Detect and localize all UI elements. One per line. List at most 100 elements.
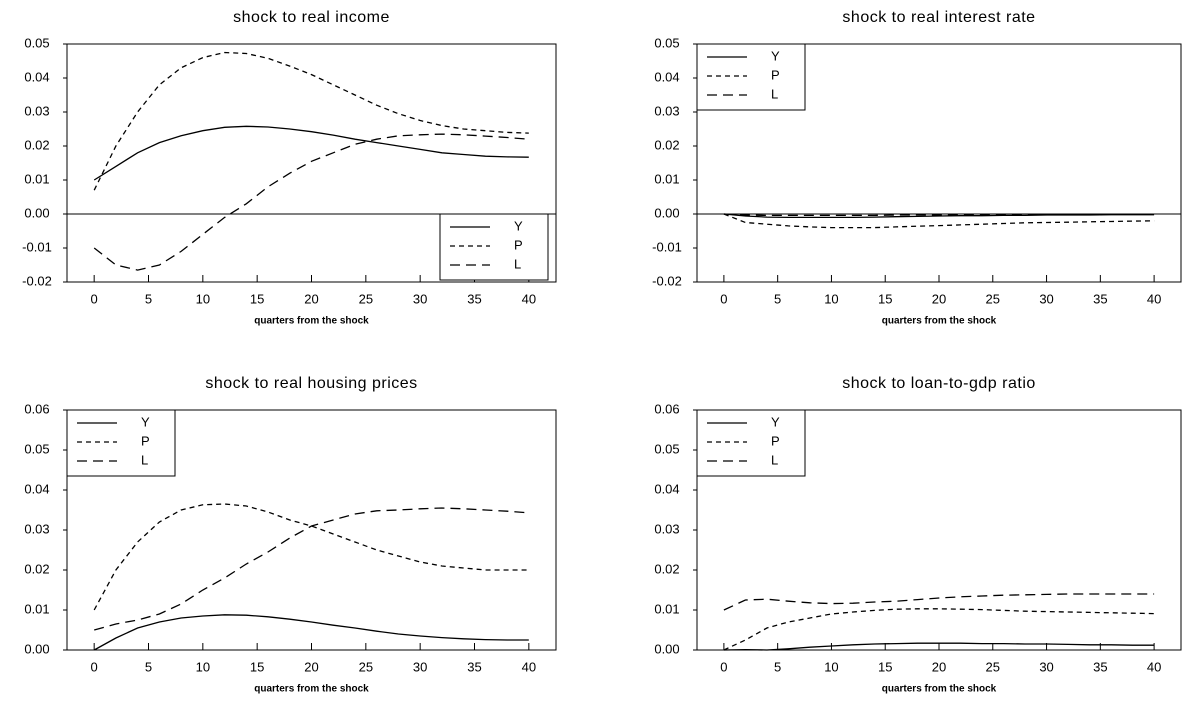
y-tick-label: 0.05 — [24, 441, 49, 456]
panel-title: shock to real interest rate — [842, 9, 1035, 26]
y-tick-label: 0.00 — [654, 205, 679, 220]
x-tick-label: 35 — [467, 291, 481, 306]
legend-box — [696, 409, 806, 477]
panel-title: shock to loan-to-gdp ratio — [842, 375, 1036, 392]
x-tick-label: 15 — [878, 291, 892, 306]
legend-label: L — [141, 452, 148, 467]
panel: shock to loan-to-gdp ratio 0.00 0.01 0.02 0.… — [654, 375, 1182, 695]
x-tick-label: 30 — [1039, 291, 1053, 306]
x-axis-label: quarters from the shock — [254, 316, 369, 327]
x-tick-label: 10 — [196, 291, 210, 306]
y-tick-label: 0.05 — [654, 35, 679, 50]
legend-box — [439, 213, 549, 281]
series-line — [93, 614, 529, 651]
x-tick-label: 40 — [1147, 291, 1161, 306]
x-tick-label: 30 — [413, 291, 427, 306]
x-tick-label: 20 — [932, 659, 946, 674]
panel: shock to real income -0.02 -0.01 0.00 0.01 0.… — [22, 9, 557, 327]
y-tick-label: 0.03 — [24, 521, 49, 536]
y-tick-label: 0.04 — [654, 69, 679, 84]
series-line — [93, 125, 529, 181]
legend-label: P — [141, 433, 150, 448]
x-tick-label: 20 — [932, 291, 946, 306]
y-tick-label: 0.01 — [24, 601, 49, 616]
x-tick-label: 5 — [145, 659, 152, 674]
x-tick-label: 5 — [145, 291, 152, 306]
y-tick-label: -0.01 — [652, 239, 682, 254]
x-tick-label: 40 — [522, 659, 536, 674]
legend-label: Y — [141, 414, 150, 429]
legend-label: Y — [771, 414, 780, 429]
x-tick-label: 10 — [824, 291, 838, 306]
y-tick-label: 0.05 — [654, 441, 679, 456]
x-tick-label: 35 — [1093, 291, 1107, 306]
y-tick-label: 0.01 — [654, 601, 679, 616]
panel-title: shock to real housing prices — [205, 375, 417, 392]
y-tick-label: 0.03 — [654, 521, 679, 536]
legend-box — [66, 409, 176, 477]
y-tick-label: 0.06 — [654, 401, 679, 416]
panel: shock to real housing prices 0.00 0.01 0.02… — [24, 375, 557, 695]
y-tick-label: 0.00 — [24, 205, 49, 220]
x-tick-label: 20 — [304, 291, 318, 306]
x-tick-label: 15 — [878, 659, 892, 674]
x-tick-label: 25 — [359, 291, 373, 306]
y-tick-label: 0.00 — [654, 641, 679, 656]
y-tick-label: 0.05 — [24, 35, 49, 50]
series-line — [93, 51, 529, 191]
series-line — [723, 213, 1155, 229]
x-tick-label: 5 — [774, 659, 781, 674]
series-line — [94, 507, 529, 631]
series-line — [723, 213, 1155, 217]
x-tick-label: 5 — [774, 291, 781, 306]
legend-label: Y — [514, 218, 523, 233]
x-tick-label: 25 — [986, 659, 1000, 674]
series-line — [723, 642, 1155, 651]
legend-label: P — [514, 237, 523, 252]
x-tick-label: 0 — [91, 659, 98, 674]
y-tick-label: 0.04 — [24, 69, 49, 84]
x-tick-label: 0 — [720, 291, 727, 306]
x-tick-label: 35 — [467, 659, 481, 674]
legend-label: L — [771, 452, 778, 467]
y-tick-label: 0.02 — [24, 561, 49, 576]
x-tick-label: 20 — [304, 659, 318, 674]
x-tick-label: 15 — [250, 659, 264, 674]
series-line — [93, 503, 529, 611]
x-tick-label: 0 — [91, 291, 98, 306]
x-tick-label: 30 — [1039, 659, 1053, 674]
y-tick-label: 0.02 — [24, 137, 49, 152]
x-tick-label: 25 — [359, 659, 373, 674]
y-tick-label: 0.04 — [654, 481, 679, 496]
legend-label: L — [514, 256, 521, 271]
x-tick-label: 30 — [413, 659, 427, 674]
y-tick-label: 0.03 — [654, 103, 679, 118]
y-tick-label: 0.06 — [24, 401, 49, 416]
x-tick-label: 35 — [1093, 659, 1107, 674]
y-tick-label: 0.01 — [24, 171, 49, 186]
y-tick-label: 0.03 — [24, 103, 49, 118]
y-tick-label: 0.02 — [654, 561, 679, 576]
x-tick-label: 10 — [824, 659, 838, 674]
x-tick-label: 15 — [250, 291, 264, 306]
x-tick-label: 25 — [986, 291, 1000, 306]
y-tick-label: -0.02 — [22, 273, 52, 288]
legend-label: Y — [771, 48, 780, 63]
x-tick-label: 40 — [1147, 659, 1161, 674]
y-tick-label: 0.01 — [654, 171, 679, 186]
y-tick-label: 0.02 — [654, 137, 679, 152]
series-line — [93, 133, 529, 271]
panel: shock to real interest rate -0.02 -0.01 0.0… — [652, 9, 1182, 327]
x-tick-label: 40 — [522, 291, 536, 306]
series-line — [723, 213, 1155, 219]
x-tick-label: 0 — [720, 659, 727, 674]
y-tick-label: -0.02 — [652, 273, 682, 288]
y-tick-label: -0.01 — [22, 239, 52, 254]
legend-box — [696, 43, 806, 111]
panel-title: shock to real income — [233, 9, 390, 26]
legend-label: P — [771, 433, 780, 448]
series-line — [723, 593, 1155, 611]
x-axis-label: quarters from the shock — [882, 316, 997, 327]
legend-label: P — [771, 67, 780, 82]
